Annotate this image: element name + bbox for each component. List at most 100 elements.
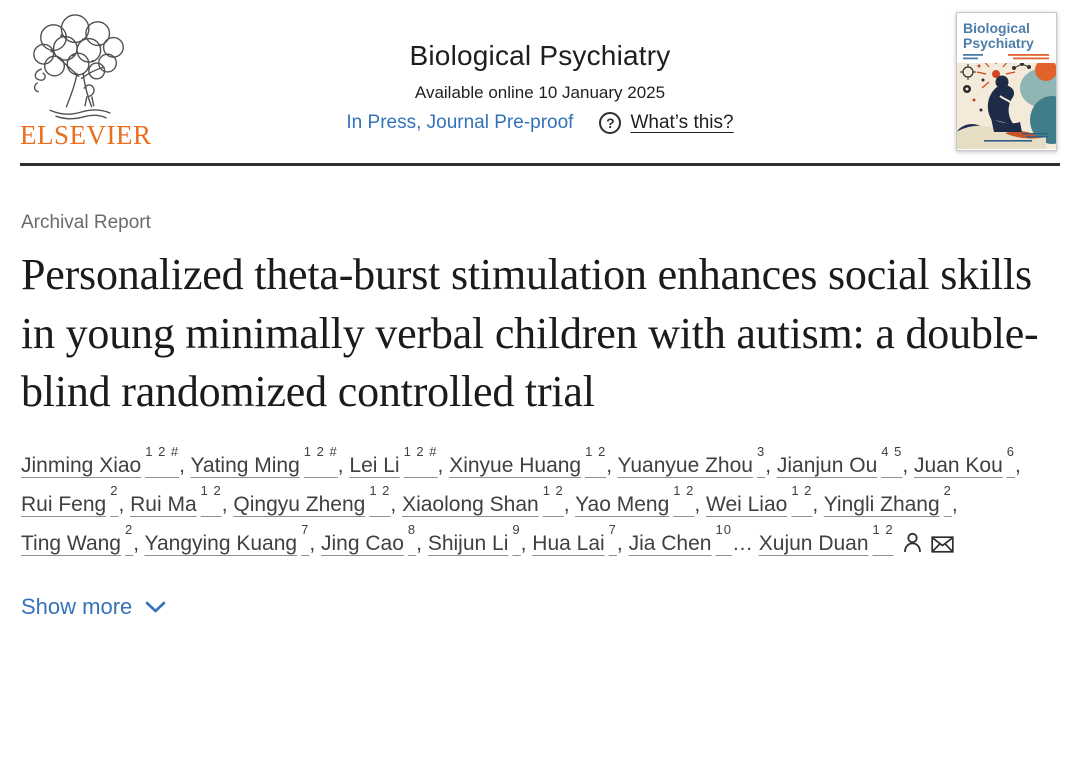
- author-separator: ,: [133, 532, 145, 556]
- author-affiliation-sup: 1 2 #: [403, 443, 438, 459]
- author-link[interactable]: Juan Kou6: [914, 444, 1015, 477]
- journal-cover-thumbnail[interactable]: Biological Psychiatry: [956, 12, 1057, 151]
- author-link[interactable]: Jianjun Ou4 5: [776, 444, 902, 477]
- author-affiliation-sup: 1 2: [542, 483, 564, 499]
- author-affiliation-sup: 2: [110, 483, 119, 499]
- help-icon[interactable]: ?: [599, 112, 622, 134]
- author-link[interactable]: Jing Cao8: [321, 522, 416, 555]
- author-item: Xinyue Huang1 2,: [449, 444, 618, 477]
- author-item: Lei Li1 2 #,: [349, 444, 450, 477]
- author-name: Qingyu Zheng: [233, 493, 366, 517]
- author-separator: ,: [221, 493, 234, 517]
- author-name: Yating Ming: [190, 453, 300, 477]
- author-item: Rui Feng2,: [21, 483, 131, 517]
- author-name: Xujun Duan: [758, 532, 869, 556]
- author-separator: ,: [437, 453, 450, 477]
- author-affiliation-sup: 1 2: [585, 443, 607, 459]
- header-divider: [20, 163, 1060, 166]
- author-item: Yangying Kuang7,: [144, 522, 322, 556]
- author-link[interactable]: Yuanyue Zhou3: [617, 444, 766, 477]
- author-affiliation-sup: 3: [756, 443, 766, 459]
- author-link[interactable]: Shijun Li9: [427, 522, 521, 556]
- author-link[interactable]: Jia Chen10: [628, 522, 732, 556]
- author-separator: ,: [118, 493, 131, 517]
- author-link[interactable]: Qingyu Zheng1 2: [233, 483, 390, 517]
- author-separator: ,: [951, 493, 958, 517]
- author-name: Jinming Xiao: [21, 453, 142, 477]
- author-name: Xiaolong Shan: [402, 493, 539, 517]
- author-item: Qingyu Zheng1 2,: [233, 483, 403, 517]
- author-item: Rui Ma1 2,: [130, 483, 234, 517]
- author-name: Yao Meng: [575, 493, 670, 517]
- author-name: Jianjun Ou: [776, 453, 878, 477]
- author-link[interactable]: Xujun Duan1 2: [758, 522, 954, 556]
- author-affiliation-sup: 1 2 #: [145, 443, 180, 459]
- author-name: Jia Chen: [628, 532, 712, 556]
- author-link[interactable]: Yao Meng1 2: [575, 483, 694, 517]
- author-item: Wei Liao1 2,: [706, 483, 824, 517]
- author-name: Ting Wang: [21, 532, 121, 556]
- chevron-down-icon: [145, 601, 166, 613]
- author-link[interactable]: Hua Lai7: [532, 522, 617, 556]
- author-link[interactable]: Jinming Xiao1 2 #: [21, 444, 179, 477]
- author-link[interactable]: Yingli Zhang2: [823, 483, 952, 517]
- author-separator: ,: [337, 453, 350, 477]
- author-link[interactable]: Lei Li1 2 #: [349, 444, 437, 477]
- journal-title-link[interactable]: Biological Psychiatry: [409, 40, 671, 71]
- author-separator: ,: [309, 532, 322, 556]
- author-affiliation-sup: 1 2: [791, 483, 813, 499]
- author-link[interactable]: Ting Wang2: [21, 522, 133, 556]
- author-affiliation-sup: 2: [125, 522, 134, 538]
- author-item: Shijun Li9,: [427, 522, 532, 556]
- author-name: Yangying Kuang: [144, 532, 298, 556]
- author-separator: ,: [902, 453, 915, 477]
- author-name: Wei Liao: [706, 493, 788, 517]
- correspondence-email-icon[interactable]: [930, 536, 954, 554]
- author-list: Jinming Xiao1 2 #, Yating Ming1 2 #, Lei…: [21, 444, 1059, 564]
- author-separator: ,: [563, 493, 576, 517]
- elsevier-logo[interactable]: ELSEVIER: [20, 12, 151, 149]
- author-item: Hua Lai7,: [532, 522, 628, 556]
- author-item: Yao Meng1 2,: [575, 483, 706, 517]
- author-name: Yingli Zhang: [823, 493, 940, 517]
- author-separator: ,: [390, 493, 403, 517]
- author-item: Yingli Zhang2,: [823, 483, 958, 517]
- author-profile-icon[interactable]: [903, 532, 922, 553]
- author-name: Hua Lai: [532, 532, 605, 556]
- author-name: Juan Kou: [914, 453, 1003, 477]
- author-link[interactable]: Xinyue Huang1 2: [449, 444, 606, 477]
- author-affiliation-sup: 1 2: [200, 483, 222, 499]
- author-affiliation-sup: 10: [715, 522, 732, 538]
- author-link[interactable]: Yating Ming1 2 #: [190, 444, 337, 477]
- article-type-label: Archival Report: [21, 212, 151, 233]
- author-separator: ,: [812, 493, 824, 517]
- author-link[interactable]: Wei Liao1 2: [706, 483, 812, 517]
- author-item: Jing Cao8,: [321, 522, 428, 556]
- author-link[interactable]: Rui Ma1 2: [130, 483, 222, 516]
- author-affiliation-sup: 6: [1006, 443, 1015, 459]
- author-name: Shijun Li: [427, 532, 509, 556]
- author-separator: ,: [694, 493, 706, 517]
- in-press-link[interactable]: In Press, Journal Pre-proof: [346, 112, 574, 133]
- author-separator: …: [731, 532, 753, 556]
- author-affiliation-sup: 7: [301, 522, 310, 538]
- author-link[interactable]: Yangying Kuang7: [144, 522, 310, 556]
- author-affiliation-sup: 1 2: [673, 483, 695, 499]
- author-separator: ,: [179, 453, 191, 477]
- journal-cover-image: Biological Psychiatry: [956, 12, 1057, 151]
- author-item: Xujun Duan1 2: [758, 522, 954, 556]
- author-link[interactable]: Xiaolong Shan1 2: [402, 483, 564, 517]
- author-name: Xinyue Huang: [449, 453, 582, 477]
- author-affiliation-sup: 4 5: [881, 443, 903, 459]
- author-separator: ,: [416, 532, 428, 556]
- author-item: Juan Kou6,: [914, 444, 1021, 477]
- author-name: Lei Li: [349, 453, 400, 477]
- page-header: ELSEVIER Biological Psychiatry Available…: [0, 0, 1080, 163]
- show-more-button[interactable]: Show more: [21, 594, 166, 620]
- whats-this-link[interactable]: What’s this?: [630, 112, 734, 133]
- author-item: Jia Chen10…: [628, 522, 753, 556]
- author-separator: ,: [606, 453, 618, 477]
- author-link[interactable]: Rui Feng2: [21, 483, 118, 516]
- author-name: Yuanyue Zhou: [617, 453, 753, 477]
- author-item: Ting Wang2,: [21, 522, 145, 556]
